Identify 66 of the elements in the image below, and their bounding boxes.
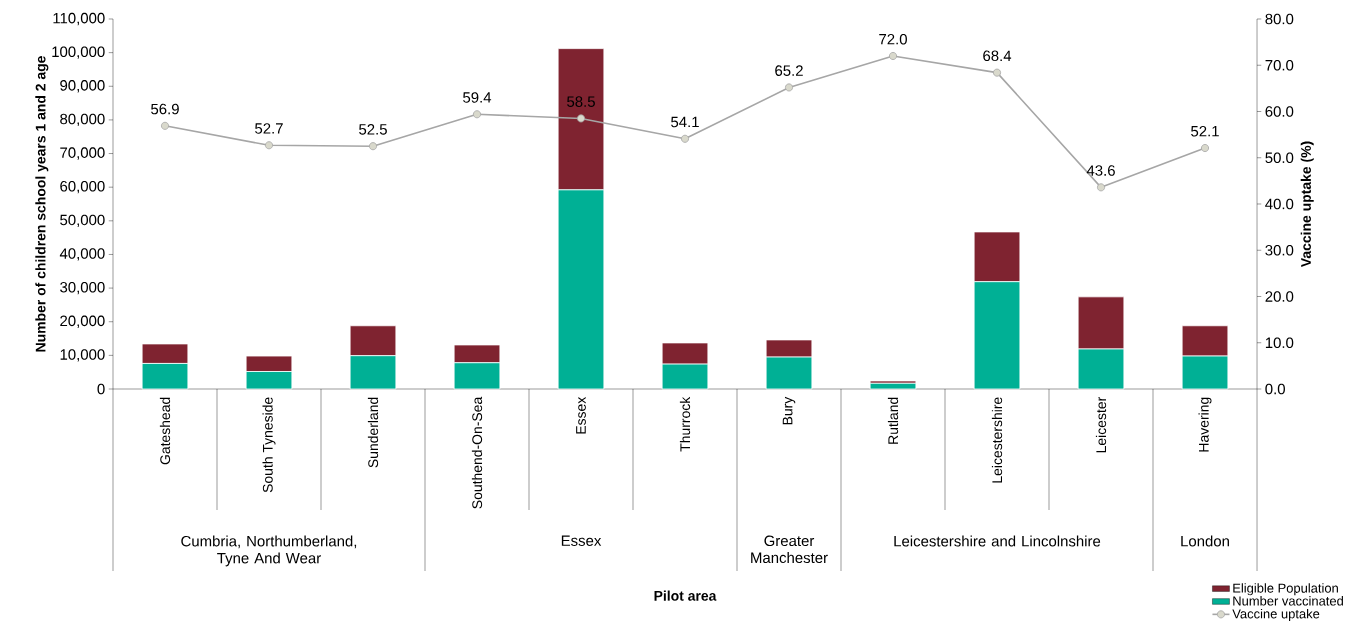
text: Essex bbox=[561, 535, 602, 546]
x-tick-label: Leicestershire bbox=[991, 397, 1003, 483]
x-tick-label: Havering bbox=[1198, 397, 1212, 452]
y2-tick-label: 70.0 bbox=[1265, 59, 1294, 71]
y-tick-label: 110,000 bbox=[53, 12, 105, 26]
y2-axis-title: Vaccine uptake (%) bbox=[1300, 141, 1314, 268]
data-label: 72.0 bbox=[879, 33, 907, 45]
point bbox=[265, 141, 274, 150]
legend-label: Vaccine uptake bbox=[1232, 608, 1320, 621]
y-axis-title: Number of children school years 1 and 2 age bbox=[35, 56, 49, 352]
y-tick-label: 20,000 bbox=[60, 315, 105, 328]
point bbox=[161, 121, 169, 130]
point bbox=[785, 83, 794, 92]
data-label: 54.1 bbox=[671, 116, 699, 128]
y-tick-label: 10,000 bbox=[60, 349, 105, 362]
y-tick-label: 40,000 bbox=[59, 248, 105, 261]
legend-label: Eligible Population bbox=[1233, 583, 1338, 596]
data-label: 52.1 bbox=[1191, 125, 1219, 137]
point bbox=[889, 51, 898, 60]
point bbox=[993, 68, 1002, 77]
y2-tick-label: 30.0 bbox=[1265, 244, 1294, 256]
x-tick-label: Bury bbox=[782, 396, 796, 425]
text: Greater Manchester bbox=[751, 535, 828, 564]
text: Leicestershire and Lincolnshire bbox=[894, 535, 1101, 547]
y-tick-label: 90,000 bbox=[60, 80, 105, 93]
y-tick-label: 70,000 bbox=[60, 147, 105, 160]
y-tick-label: 60,000 bbox=[60, 181, 105, 194]
text: Pilot area bbox=[654, 590, 717, 601]
x-tick-label: Gateshead bbox=[159, 397, 171, 465]
y2-tick-label: 0.0 bbox=[1265, 383, 1285, 395]
data-label: 52.5 bbox=[359, 124, 387, 135]
bar bbox=[869, 382, 917, 390]
point bbox=[1097, 183, 1106, 192]
point bbox=[681, 134, 690, 143]
x-tick-label: Essex bbox=[576, 396, 586, 434]
data-label: 58.5 bbox=[567, 96, 595, 107]
y-tick-label: 30,000 bbox=[60, 281, 105, 295]
point bbox=[577, 114, 586, 123]
x-tick-label: Southend-On-Sea bbox=[471, 396, 483, 509]
data-label: 52.7 bbox=[255, 123, 283, 134]
x-tick-label: Leicester bbox=[1095, 397, 1107, 453]
x-tick-label: Rutland bbox=[887, 397, 899, 444]
y-tick-label: 100,000 bbox=[52, 46, 105, 59]
data-label: 65.2 bbox=[775, 65, 803, 76]
y-tick-label: 0 bbox=[97, 383, 105, 395]
data-label: 59.4 bbox=[463, 92, 492, 103]
point bbox=[369, 142, 378, 151]
data-label: 56.9 bbox=[151, 103, 179, 115]
y2-tick-label: 60.0 bbox=[1265, 106, 1294, 117]
point bbox=[1201, 144, 1210, 153]
y2-tick-label: 40.0 bbox=[1265, 198, 1294, 210]
point bbox=[473, 110, 482, 119]
text: London bbox=[1181, 535, 1229, 547]
y2-tick-label: 10.0 bbox=[1265, 337, 1294, 349]
y2-tick-label: 20.0 bbox=[1265, 291, 1294, 302]
y2-tick-label: 50.0 bbox=[1265, 152, 1294, 164]
data-label: 68.4 bbox=[983, 50, 1012, 62]
x-tick-label: South Tyneside bbox=[262, 397, 276, 493]
y2-tick-label: 80.0 bbox=[1265, 13, 1294, 25]
x-tick-label: Sunderland bbox=[367, 397, 379, 468]
text: Cumbria, Northumberland, Tyne And Wear bbox=[181, 535, 357, 567]
legend-label: Number vaccinated bbox=[1233, 596, 1343, 606]
data-label: 43.6 bbox=[1086, 165, 1115, 176]
y-tick-label: 50,000 bbox=[60, 214, 105, 227]
y-tick-label: 80,000 bbox=[60, 113, 105, 127]
x-tick-label: Thurrock bbox=[679, 396, 691, 452]
